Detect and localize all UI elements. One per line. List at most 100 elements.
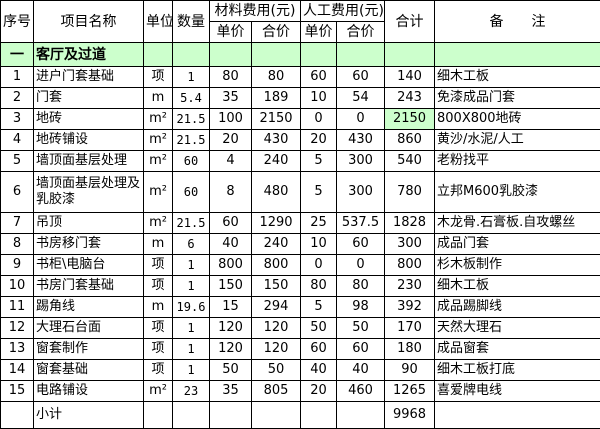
cell-total: 1828 (385, 213, 435, 234)
cell-unit: m (144, 88, 173, 109)
cell-qty: 1 (173, 318, 210, 339)
cell-l-sum: 50 (337, 318, 385, 339)
cell-m-price: 150 (210, 276, 252, 297)
cell-unit: 项 (144, 339, 173, 360)
cell-l-sum: 60 (337, 67, 385, 88)
cell-m-price: 120 (210, 318, 252, 339)
cell-l-price: 20 (301, 381, 337, 402)
cell-total: 540 (385, 151, 435, 172)
cell-total: 2150 (385, 109, 435, 130)
cell-m-price: 80 (210, 67, 252, 88)
cell-l-price: 60 (301, 339, 337, 360)
cell-name: 窗套制作 (34, 339, 144, 360)
cell-unit: 项 (144, 360, 173, 381)
cell-unit: 项 (144, 276, 173, 297)
cell-l-sum: 300 (337, 172, 385, 213)
cell-m-sum: 240 (252, 151, 301, 172)
cell-m-sum: 189 (252, 88, 301, 109)
cell-remark: 免漆成品门套 (435, 88, 600, 109)
cell-unit: 项 (144, 67, 173, 88)
cell-m-sum: 294 (252, 297, 301, 318)
cell-m-sum: 80 (252, 67, 301, 88)
cell-qty: 1 (173, 339, 210, 360)
cell-m-price: 100 (210, 109, 252, 130)
empty-cell (173, 402, 210, 429)
cell-l-sum: 98 (337, 297, 385, 318)
cell-unit: m (144, 297, 173, 318)
header-unit: 单位 (144, 1, 173, 43)
cell-total: 860 (385, 130, 435, 151)
cell-m-sum: 150 (252, 276, 301, 297)
header-name: 项目名称 (34, 1, 144, 43)
header-labor-unit-price: 单价 (301, 22, 337, 43)
cell-total: 180 (385, 339, 435, 360)
cell-m-price: 20 (210, 130, 252, 151)
cell-m-sum: 800 (252, 255, 301, 276)
cell-remark: 天然大理石 (435, 318, 600, 339)
cell-total: 230 (385, 276, 435, 297)
cell-remark: 细木工板 (435, 67, 600, 88)
cell-l-sum: 537.5 (337, 213, 385, 234)
cell-remark: 立邦M600乳胶漆 (435, 172, 600, 213)
cell-m-sum: 50 (252, 360, 301, 381)
cell-m-sum: 120 (252, 339, 301, 360)
cell-m-sum: 805 (252, 381, 301, 402)
cell-total: 90 (385, 360, 435, 381)
cell-m-sum: 430 (252, 130, 301, 151)
cell-total: 300 (385, 234, 435, 255)
cell-total: 140 (385, 67, 435, 88)
cell-name: 书房移门套 (34, 234, 144, 255)
cell-qty: 1 (173, 360, 210, 381)
cell-unit: m² (144, 130, 173, 151)
cell-seq: 1 (1, 67, 34, 88)
cell-m-price: 4 (210, 151, 252, 172)
cell-qty: 1 (173, 255, 210, 276)
cell-seq: 6 (1, 172, 34, 213)
cell-remark: 喜爱牌电线 (435, 381, 600, 402)
header-qty: 数量 (173, 1, 210, 43)
cell-m-price: 120 (210, 339, 252, 360)
cell-m-sum: 1290 (252, 213, 301, 234)
cell-qty: 60 (173, 151, 210, 172)
cell-l-sum: 80 (337, 276, 385, 297)
cell-seq: 14 (1, 360, 34, 381)
cell-l-price: 5 (301, 151, 337, 172)
cell-seq: 15 (1, 381, 34, 402)
cell-m-price: 35 (210, 88, 252, 109)
cell-unit: m² (144, 213, 173, 234)
cell-total: 170 (385, 318, 435, 339)
cell-total: 800 (385, 255, 435, 276)
section-row: 一 客厅及过道 (1, 43, 600, 67)
empty-cell (252, 402, 301, 429)
cell-unit: m² (144, 381, 173, 402)
cell-seq: 13 (1, 339, 34, 360)
cell-l-price: 0 (301, 255, 337, 276)
cell-remark: 800X800地砖 (435, 109, 600, 130)
cell-qty: 5.4 (173, 88, 210, 109)
empty-cell (1, 402, 34, 429)
cell-m-price: 60 (210, 213, 252, 234)
cell-unit: m² (144, 109, 173, 130)
cell-qty: 21.5 (173, 213, 210, 234)
cell-qty: 19.6 (173, 297, 210, 318)
cell-l-sum: 0 (337, 109, 385, 130)
cell-qty: 1 (173, 276, 210, 297)
cell-seq: 3 (1, 109, 34, 130)
subtotal-label: 小计 (34, 402, 144, 429)
cell-l-price: 0 (301, 109, 337, 130)
cell-l-price: 60 (301, 67, 337, 88)
cell-remark: 老粉找平 (435, 151, 600, 172)
cell-l-sum: 430 (337, 130, 385, 151)
cell-m-sum: 240 (252, 234, 301, 255)
cell-remark: 黄沙/水泥/人工 (435, 130, 600, 151)
cell-l-sum: 54 (337, 88, 385, 109)
